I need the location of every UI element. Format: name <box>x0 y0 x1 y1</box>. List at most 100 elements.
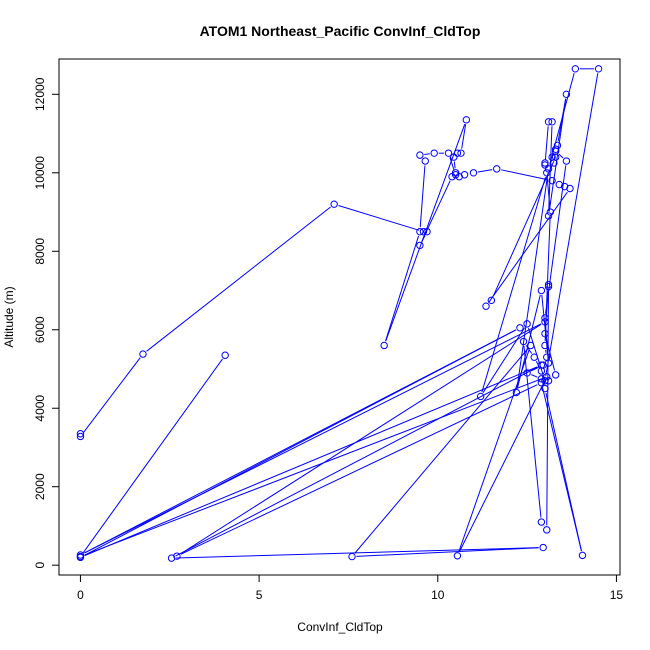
series-segment <box>82 358 223 554</box>
series-segment <box>544 291 549 330</box>
series-segment <box>84 323 542 554</box>
data-point <box>544 282 553 291</box>
data-point <box>330 200 338 208</box>
data-point <box>551 145 560 153</box>
series-segment <box>180 323 542 555</box>
series-segment <box>180 384 538 555</box>
y-tick-label: 12000 <box>33 77 47 111</box>
data-point <box>523 320 531 328</box>
series-segment <box>146 206 331 352</box>
data-point <box>457 149 465 157</box>
chart-title: ATOM1 Northeast_Pacific ConvInf_CldTop <box>200 23 481 39</box>
data-point <box>493 165 501 173</box>
data-point <box>380 341 388 350</box>
data-point <box>416 151 424 159</box>
data-point <box>539 543 547 552</box>
data-point <box>537 361 546 369</box>
series-segment <box>544 126 549 161</box>
data-point <box>444 149 453 157</box>
series-segment <box>458 380 546 552</box>
series-segment <box>84 329 517 556</box>
data-point <box>544 280 553 289</box>
data-point <box>523 369 531 377</box>
series-segment <box>481 176 546 393</box>
data-point <box>537 286 546 295</box>
data-point <box>419 227 428 236</box>
data-point <box>562 90 571 99</box>
data-point <box>526 341 535 350</box>
series-segment <box>175 366 538 557</box>
series-segment <box>84 377 543 556</box>
data-point <box>544 118 553 126</box>
series-segment <box>458 349 530 552</box>
series-segment <box>461 124 467 149</box>
series-segment <box>523 345 542 518</box>
data-point <box>482 302 490 310</box>
data-point <box>348 552 356 561</box>
x-tick-label: 0 <box>77 588 84 602</box>
data-point <box>562 157 571 165</box>
x-tick-label: 15 <box>610 588 624 602</box>
series-segment <box>354 348 529 554</box>
data-point <box>541 377 549 385</box>
series-layer <box>76 65 603 562</box>
data-point <box>578 551 587 560</box>
data-point <box>548 176 556 185</box>
data-point <box>541 329 549 338</box>
series-segment <box>477 169 493 173</box>
series-segment <box>84 366 538 557</box>
data-point <box>460 171 469 179</box>
data-point <box>548 153 556 161</box>
series-segment <box>356 547 539 557</box>
data-point <box>167 554 176 562</box>
y-axis: 0 2000 4000 6000 8000 10000 12000 <box>33 77 60 569</box>
series-segment <box>546 177 551 208</box>
data-point <box>512 388 521 397</box>
data-point <box>453 149 462 157</box>
series-segment <box>453 161 456 169</box>
series-segment <box>531 374 538 378</box>
data-point <box>76 552 85 561</box>
y-tick-label: 10000 <box>33 156 47 190</box>
x-tick-label: 10 <box>431 588 445 602</box>
data-point <box>423 227 431 236</box>
series-segment <box>545 73 599 377</box>
series-segment <box>82 357 141 434</box>
series-segment <box>525 344 533 354</box>
y-axis-label: Altitude (m) <box>2 286 16 347</box>
series-segment <box>424 153 430 156</box>
data-point <box>541 318 549 326</box>
data-point <box>543 526 551 534</box>
data-point <box>566 184 574 193</box>
data-point <box>537 379 546 387</box>
data-point <box>519 337 528 346</box>
x-axis: 0 5 10 15 <box>77 574 624 602</box>
data-point <box>530 353 538 361</box>
data-point <box>541 314 549 322</box>
series-segment <box>176 547 539 559</box>
data-point <box>421 157 429 165</box>
series-segment <box>545 165 567 314</box>
series-segment <box>385 235 420 342</box>
data-point <box>516 324 524 332</box>
series-segment <box>501 169 548 181</box>
data-point <box>462 116 471 124</box>
data-point <box>543 353 551 361</box>
series-segment <box>419 165 426 228</box>
y-tick-label: 0 <box>33 562 47 569</box>
data-point <box>544 212 553 220</box>
data-point <box>76 430 85 438</box>
y-tick-label: 4000 <box>33 395 47 422</box>
data-point <box>430 149 438 157</box>
data-point <box>451 171 460 179</box>
data-point <box>139 350 147 358</box>
data-point <box>543 373 551 381</box>
data-point <box>548 118 556 126</box>
data-point <box>537 518 546 526</box>
series-segment <box>535 360 540 368</box>
data-point <box>541 159 549 167</box>
series-segment <box>385 123 466 342</box>
data-point <box>541 384 549 393</box>
